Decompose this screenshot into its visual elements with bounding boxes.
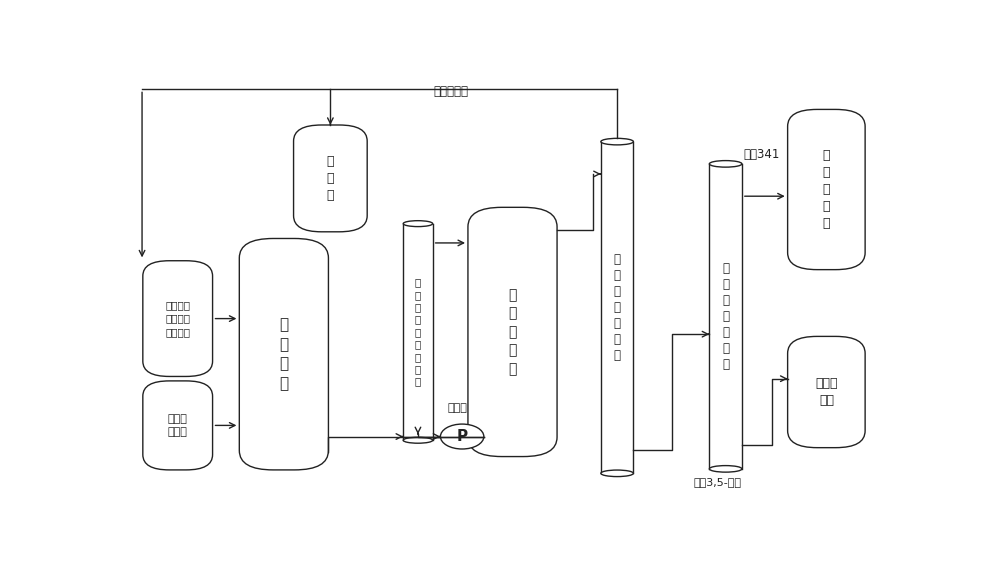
FancyBboxPatch shape <box>239 239 328 470</box>
FancyBboxPatch shape <box>468 208 557 457</box>
Text: P: P <box>457 429 468 444</box>
Text: 叔丁醇
储存罐: 叔丁醇 储存罐 <box>168 414 188 437</box>
Ellipse shape <box>709 161 742 167</box>
Ellipse shape <box>709 466 742 472</box>
Ellipse shape <box>403 438 433 443</box>
Bar <box>403 224 433 440</box>
Text: 计量泵: 计量泵 <box>448 403 467 413</box>
Text: 对羟基本
丙烯酸甲
酯储存罐: 对羟基本 丙烯酸甲 酯储存罐 <box>165 301 190 337</box>
FancyBboxPatch shape <box>143 261 213 376</box>
FancyBboxPatch shape <box>294 125 367 232</box>
Bar <box>709 164 742 469</box>
Text: 水、叔丁醇: 水、叔丁醇 <box>433 86 468 98</box>
Circle shape <box>440 424 484 449</box>
Ellipse shape <box>403 221 433 227</box>
Text: 产品341: 产品341 <box>744 147 780 161</box>
Text: 少量3,5-甲酯: 少量3,5-甲酯 <box>694 477 742 487</box>
Text: 二
级
真
空
精
馏
塔: 二 级 真 空 精 馏 塔 <box>722 262 729 371</box>
Text: 列
管
式
固
定
床
反
应
器: 列 管 式 固 定 床 反 应 器 <box>415 277 421 387</box>
FancyBboxPatch shape <box>143 381 213 470</box>
Text: 成
品
回
收
罐: 成 品 回 收 罐 <box>823 149 830 230</box>
Bar <box>601 142 633 473</box>
Text: 废
料
罐: 废 料 罐 <box>327 155 334 202</box>
FancyBboxPatch shape <box>788 109 865 269</box>
FancyBboxPatch shape <box>788 336 865 447</box>
Text: 废料回
收罐: 废料回 收罐 <box>815 377 838 407</box>
Ellipse shape <box>601 470 633 477</box>
Text: 一
级
真
空
精
馏
塔: 一 级 真 空 精 馏 塔 <box>614 253 621 362</box>
Text: 预
混
合
罐: 预 混 合 罐 <box>279 317 288 391</box>
Ellipse shape <box>601 138 633 145</box>
Text: 常
压
蒸
馏
釜: 常 压 蒸 馏 釜 <box>508 288 517 376</box>
